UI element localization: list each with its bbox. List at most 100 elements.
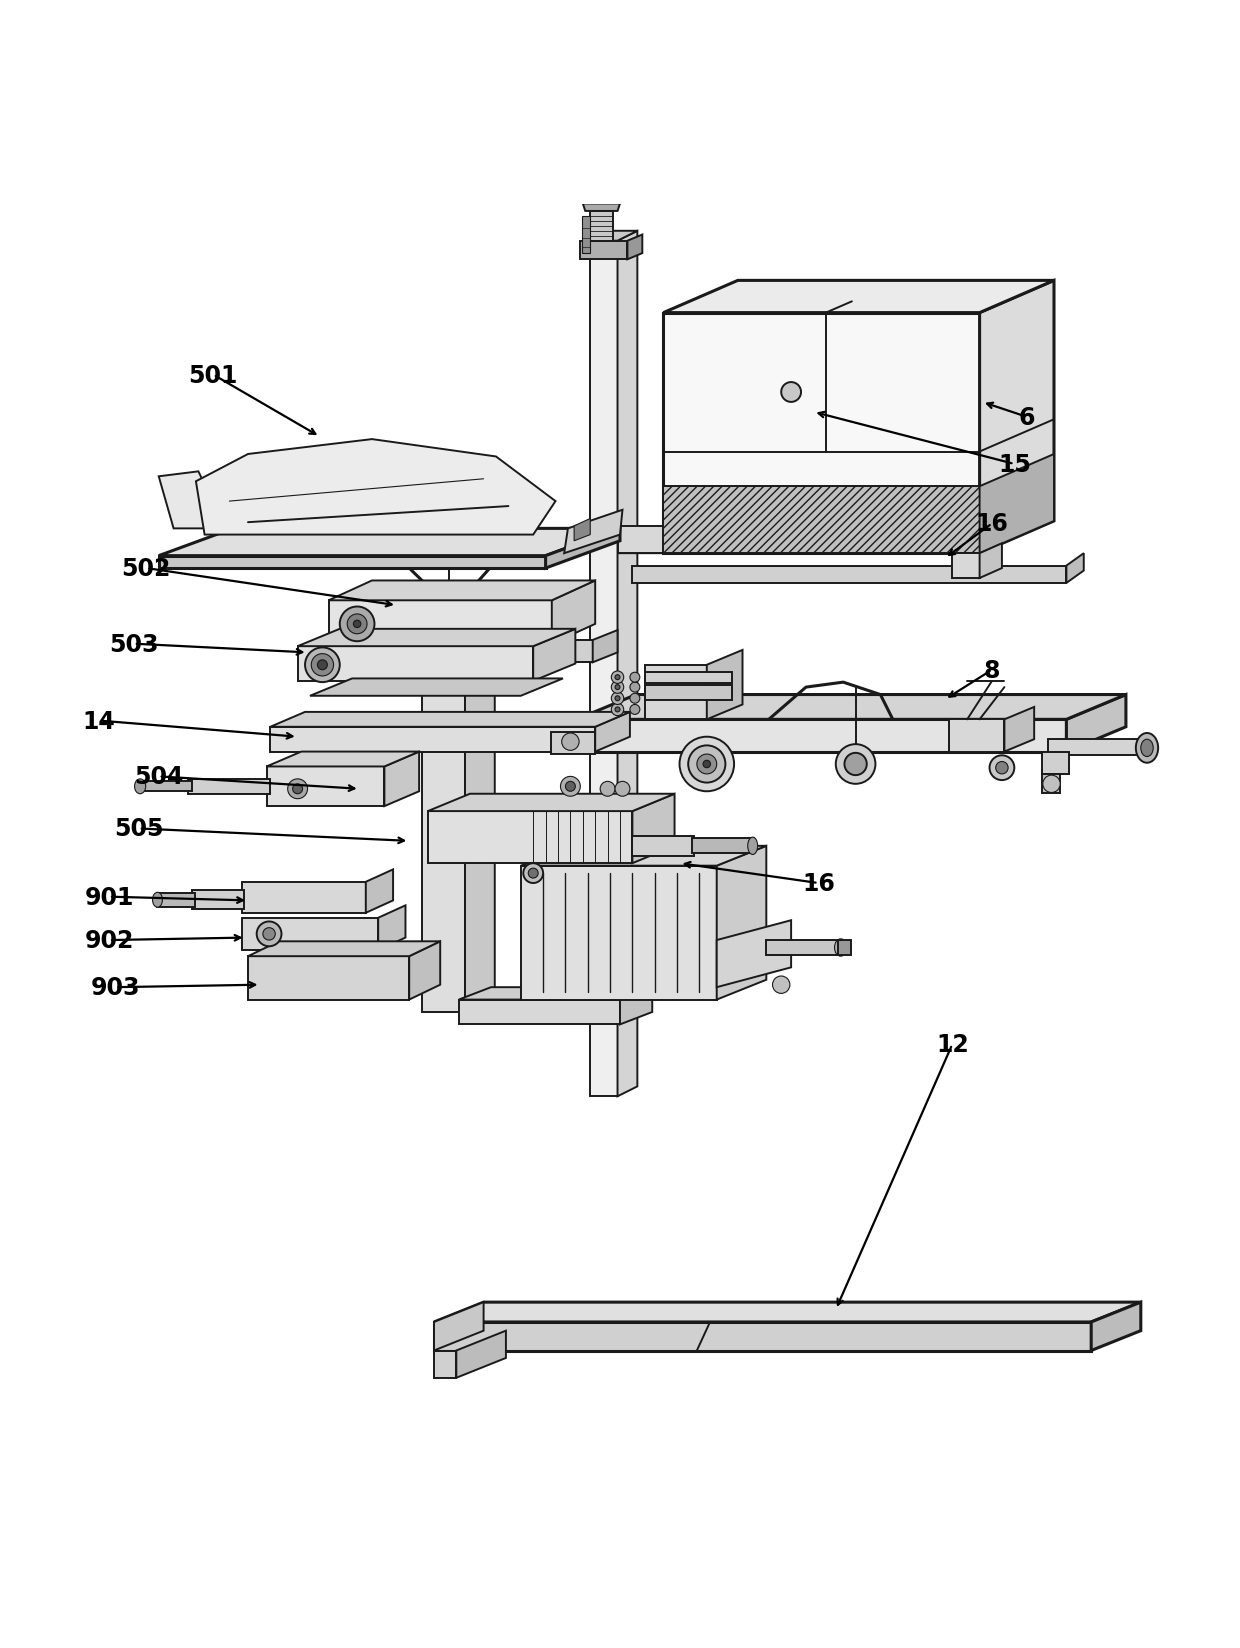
Polygon shape <box>582 218 590 254</box>
Circle shape <box>630 705 640 715</box>
Circle shape <box>263 928 275 941</box>
Polygon shape <box>1042 775 1060 793</box>
Polygon shape <box>465 631 495 1012</box>
Circle shape <box>560 776 580 796</box>
Polygon shape <box>521 847 766 867</box>
Polygon shape <box>551 641 593 662</box>
Polygon shape <box>188 780 270 794</box>
Polygon shape <box>366 870 393 913</box>
Circle shape <box>630 682 640 692</box>
Text: 505: 505 <box>114 817 164 840</box>
Circle shape <box>311 654 334 677</box>
Circle shape <box>611 682 624 694</box>
Circle shape <box>353 621 361 628</box>
Polygon shape <box>1048 740 1147 756</box>
Polygon shape <box>980 455 1054 554</box>
Circle shape <box>697 755 717 775</box>
Polygon shape <box>663 282 1054 313</box>
Circle shape <box>781 382 801 402</box>
Polygon shape <box>456 1332 506 1378</box>
Text: 501: 501 <box>188 364 238 387</box>
Circle shape <box>347 615 367 634</box>
Text: 6: 6 <box>1018 405 1035 430</box>
Polygon shape <box>618 232 637 1096</box>
Polygon shape <box>267 766 384 806</box>
Polygon shape <box>242 882 366 913</box>
Polygon shape <box>1066 695 1126 751</box>
Text: 901: 901 <box>84 885 134 910</box>
Polygon shape <box>434 1302 1141 1322</box>
Text: 8: 8 <box>983 658 1001 682</box>
Polygon shape <box>595 712 630 751</box>
Circle shape <box>996 761 1008 775</box>
Polygon shape <box>159 529 620 557</box>
Polygon shape <box>552 582 595 644</box>
Circle shape <box>630 672 640 682</box>
Polygon shape <box>157 893 195 906</box>
Polygon shape <box>980 544 1002 578</box>
Polygon shape <box>159 471 226 529</box>
Polygon shape <box>267 751 419 766</box>
Polygon shape <box>692 839 754 854</box>
Polygon shape <box>590 208 613 242</box>
Polygon shape <box>270 727 595 751</box>
Circle shape <box>615 686 620 691</box>
Polygon shape <box>949 720 1004 751</box>
Ellipse shape <box>134 780 146 794</box>
Circle shape <box>317 661 327 671</box>
Polygon shape <box>459 1000 620 1025</box>
Polygon shape <box>717 847 766 1000</box>
Polygon shape <box>583 204 620 213</box>
Polygon shape <box>632 837 694 857</box>
Polygon shape <box>434 1302 484 1351</box>
Polygon shape <box>248 956 409 1000</box>
Polygon shape <box>580 242 627 260</box>
Polygon shape <box>564 511 622 554</box>
Polygon shape <box>574 519 590 542</box>
Polygon shape <box>1042 751 1069 775</box>
Polygon shape <box>428 811 632 864</box>
Circle shape <box>257 921 281 946</box>
Circle shape <box>615 697 620 702</box>
Polygon shape <box>577 720 1066 751</box>
Polygon shape <box>838 941 851 956</box>
Polygon shape <box>766 941 841 956</box>
Polygon shape <box>329 582 595 602</box>
Text: 15: 15 <box>998 453 1030 476</box>
Polygon shape <box>242 918 378 951</box>
Polygon shape <box>663 313 980 554</box>
Ellipse shape <box>748 837 758 855</box>
Circle shape <box>562 733 579 751</box>
Circle shape <box>611 692 624 705</box>
Ellipse shape <box>1136 733 1158 763</box>
Polygon shape <box>521 867 717 1000</box>
Polygon shape <box>428 794 675 811</box>
Polygon shape <box>620 987 652 1025</box>
Polygon shape <box>533 630 575 682</box>
Polygon shape <box>329 602 552 644</box>
Text: 16: 16 <box>976 513 1008 536</box>
Text: 504: 504 <box>134 765 184 789</box>
Circle shape <box>990 756 1014 781</box>
Text: 502: 502 <box>122 557 171 580</box>
Circle shape <box>703 761 711 768</box>
Circle shape <box>615 676 620 681</box>
Circle shape <box>773 976 790 994</box>
Polygon shape <box>546 529 620 569</box>
Ellipse shape <box>153 893 162 908</box>
Circle shape <box>836 745 875 784</box>
Text: 503: 503 <box>109 633 159 656</box>
Polygon shape <box>645 672 732 684</box>
Polygon shape <box>632 794 675 864</box>
Polygon shape <box>952 554 980 578</box>
Polygon shape <box>1004 707 1034 751</box>
Ellipse shape <box>835 939 847 956</box>
Circle shape <box>611 704 624 717</box>
Polygon shape <box>409 941 440 1000</box>
Circle shape <box>528 868 538 878</box>
Circle shape <box>288 780 308 799</box>
Circle shape <box>600 781 615 796</box>
Circle shape <box>565 781 575 791</box>
Circle shape <box>688 747 725 783</box>
Text: 16: 16 <box>802 872 835 895</box>
